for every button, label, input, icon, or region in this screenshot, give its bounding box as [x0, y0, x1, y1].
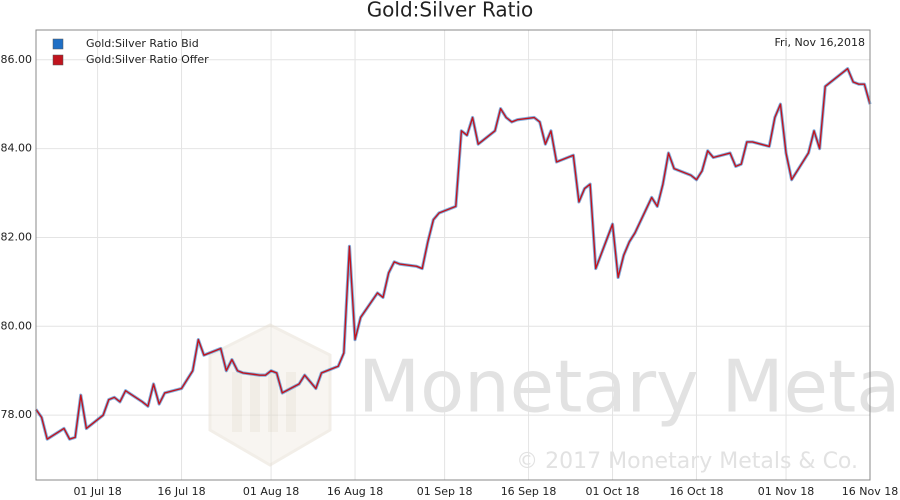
x-tick-label: 16 Oct 18 — [669, 485, 723, 498]
legend-swatch — [52, 38, 64, 50]
series-line — [35, 67, 871, 440]
plot-area — [36, 30, 870, 480]
x-tick-label: 01 Sep 18 — [417, 485, 473, 498]
y-tick-label: 84.00 — [1, 142, 33, 155]
y-tick-label: 78.00 — [1, 408, 33, 421]
x-tick-label: 01 Oct 18 — [586, 485, 640, 498]
chart-title: Gold:Silver Ratio — [367, 0, 534, 22]
x-tick-label: 01 Nov 18 — [758, 485, 814, 498]
x-tick-label: 16 Sep 18 — [501, 485, 557, 498]
lines — [34, 67, 872, 441]
x-tick-label: 01 Aug 18 — [243, 485, 299, 498]
y-tick-label: 86.00 — [1, 53, 33, 66]
y-tick-label: 82.00 — [1, 230, 33, 243]
plot-border — [35, 29, 871, 481]
watermark-logo — [208, 323, 332, 467]
date-annotation: Fri, Nov 16,2018 — [774, 36, 865, 49]
watermark-copyright: © 2017 Monetary Metals & Co. — [516, 449, 858, 474]
x-tick-label: 16 Nov 18 — [842, 485, 898, 498]
legend-label: Gold:Silver Ratio Bid — [86, 37, 199, 50]
legend-label: Gold:Silver Ratio Offer — [86, 53, 209, 66]
x-tick-label: 16 Aug 18 — [327, 485, 383, 498]
x-tick-label: 16 Jul 18 — [157, 485, 205, 498]
watermark-title: Monetary Metals — [358, 345, 900, 429]
legend: Gold:Silver Ratio Bid Gold:Silver Ratio O… — [52, 37, 209, 66]
legend-swatch — [52, 54, 64, 66]
x-tick-label: 01 Jul 18 — [73, 485, 121, 498]
y-tick-label: 80.00 — [1, 319, 33, 332]
